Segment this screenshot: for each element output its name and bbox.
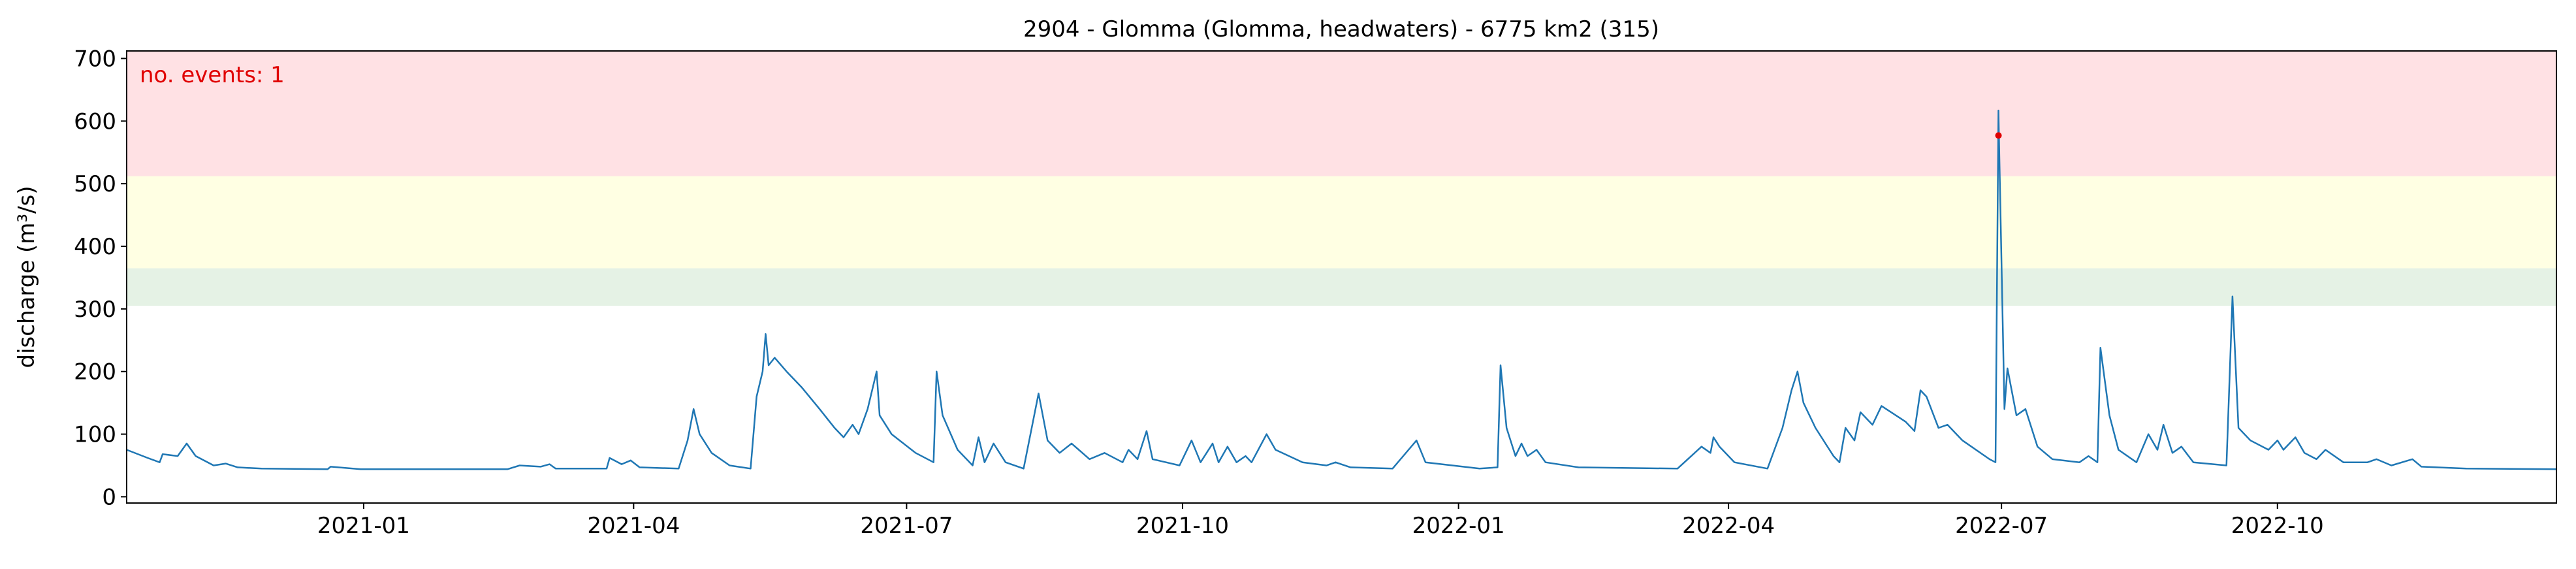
x-tick-label: 2022-10 (2231, 513, 2324, 539)
threshold-band (127, 176, 2556, 268)
x-tick-label: 2022-01 (1412, 513, 1505, 539)
x-tick-label: 2021-07 (860, 513, 953, 539)
y-tick-label: 300 (74, 297, 116, 323)
y-tick-label: 700 (74, 46, 116, 73)
event-marker (1995, 132, 2002, 139)
threshold-band (127, 268, 2556, 306)
y-tick-label: 0 (102, 484, 116, 510)
chart-title: 2904 - Glomma (Glomma, headwaters) - 677… (1023, 16, 1659, 42)
x-tick-label: 2021-01 (317, 513, 410, 539)
y-axis-label: discharge (m³/s) (14, 186, 40, 368)
y-tick-label: 600 (74, 108, 116, 135)
x-tick-label: 2022-04 (1682, 513, 1775, 539)
y-tick-label: 200 (74, 359, 116, 385)
x-tick-label: 2021-04 (587, 513, 680, 539)
discharge-line (126, 109, 2557, 470)
x-tick-label: 2021-10 (1136, 513, 1229, 539)
x-tick-label: 2022-07 (1955, 513, 2048, 539)
threshold-band (127, 51, 2556, 176)
y-tick-label: 400 (74, 234, 116, 260)
event-count: no. events: 1 (140, 62, 285, 88)
axes-frame (126, 50, 2557, 504)
y-tick-label: 500 (74, 171, 116, 197)
y-tick-label: 100 (74, 422, 116, 448)
